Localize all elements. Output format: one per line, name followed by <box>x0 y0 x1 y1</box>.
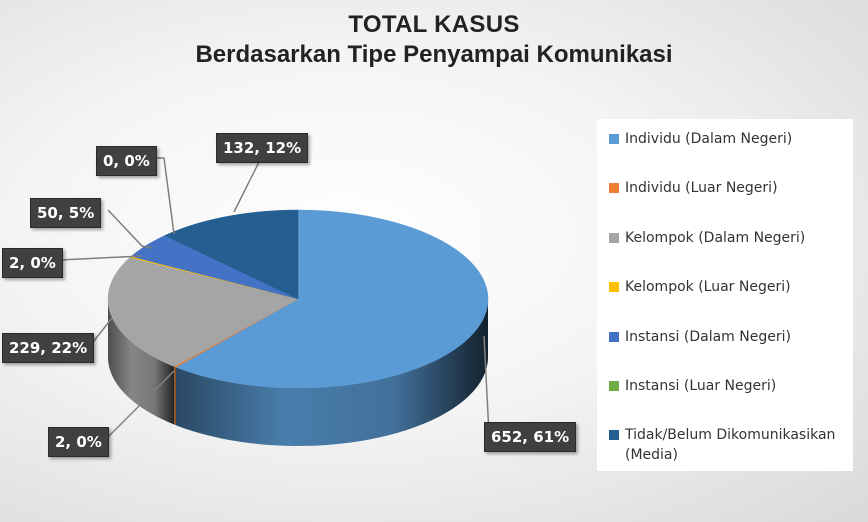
leader-line-3 <box>59 255 143 261</box>
pie-slice-2 <box>107 257 299 367</box>
data-label-6: 132, 12% <box>216 133 309 163</box>
pie-slice-6 <box>164 209 299 300</box>
leader-line-1 <box>107 370 175 438</box>
legend-item-3: Kelompok (Luar Negeri) <box>609 277 849 297</box>
chart-subtitle-text: Berdasarkan Tipe Penyampai Komunikasi <box>195 41 673 68</box>
legend-swatch-2 <box>609 233 619 243</box>
pie-side-shade-0 <box>175 299 489 446</box>
chart-title: TOTAL KASUS Berdasarkan Tipe Penyampai K… <box>0 10 868 70</box>
legend-swatch-1 <box>609 183 619 193</box>
legend-label-6: Tidak/Belum Dikomunikasikan (Media) <box>625 427 836 463</box>
legend-swatch-4 <box>609 332 619 342</box>
legend-swatch-6 <box>609 430 619 440</box>
data-label-0: 652, 61% <box>484 422 577 452</box>
legend-item-0: Individu (Dalam Negeri) <box>609 129 849 149</box>
data-label-2: 229, 22% <box>2 333 95 363</box>
legend-label-3: Kelompok (Luar Negeri) <box>625 279 791 295</box>
pie-side-shade-1 <box>174 366 176 426</box>
legend-item-4: Instansi (Dalam Negeri) <box>609 327 849 347</box>
data-label-5: 0, 0% <box>96 146 157 176</box>
data-label-1: 2, 0% <box>48 427 109 457</box>
chart-legend: Individu (Dalam Negeri) Individu (Luar Ne… <box>597 119 853 471</box>
legend-item-5: Instansi (Luar Negeri) <box>609 376 849 396</box>
legend-swatch-3 <box>609 282 619 292</box>
legend-item-6: Tidak/Belum Dikomunikasikan (Media) <box>609 425 849 465</box>
data-label-3: 2, 0% <box>2 248 63 278</box>
legend-label-0: Individu (Dalam Negeri) <box>625 131 793 147</box>
legend-label-2: Kelompok (Dalam Negeri) <box>625 230 806 246</box>
leader-line-0 <box>483 335 490 435</box>
leader-line-6 <box>233 155 263 213</box>
data-label-4: 50, 5% <box>30 198 102 228</box>
legend-label-5: Instansi (Luar Negeri) <box>625 378 777 394</box>
legend-item-2: Kelompok (Dalam Negeri) <box>609 228 849 248</box>
pie-side-shade-2 <box>108 299 175 425</box>
leader-line-5 <box>155 157 175 235</box>
legend-item-1: Individu (Luar Negeri) <box>609 178 849 198</box>
legend-label-4: Instansi (Dalam Negeri) <box>625 329 791 345</box>
pie-slice-4 <box>130 235 299 300</box>
pie-slice-0 <box>175 209 489 389</box>
legend-swatch-5 <box>609 381 619 391</box>
legend-swatch-0 <box>609 134 619 144</box>
chart-title-text: TOTAL KASUS <box>348 11 520 38</box>
legend-label-1: Individu (Luar Negeri) <box>625 180 778 196</box>
leader-line-4 <box>107 209 153 249</box>
